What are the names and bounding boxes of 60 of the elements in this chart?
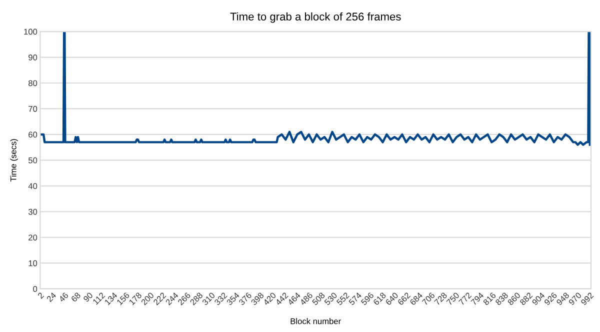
- x-tick-label: 486: [299, 292, 314, 306]
- x-tick-label: 574: [348, 292, 362, 306]
- x-tick-label: 354: [226, 292, 240, 306]
- chart-title: Time to grab a block of 256 frames: [230, 12, 401, 23]
- x-tick-label: 24: [46, 292, 57, 302]
- x-tick-label: 618: [372, 292, 386, 306]
- x-tick-label: 508: [312, 292, 326, 306]
- x-tick-label: 882: [519, 292, 533, 306]
- x-tick-label: 200: [140, 292, 154, 306]
- x-tick-label: 838: [494, 292, 508, 306]
- x-tick-label: 420: [262, 292, 276, 306]
- x-tick-label: 904: [532, 292, 546, 306]
- x-tick-label: 728: [434, 292, 448, 306]
- x-tick-label: 222: [152, 292, 166, 306]
- x-tick-label: 596: [360, 292, 374, 306]
- x-tick-label: 156: [116, 292, 130, 306]
- x-tick-label: 640: [385, 292, 399, 306]
- y-tick-label: 60: [28, 132, 38, 138]
- y-tick-label: 20: [28, 234, 38, 240]
- x-tick-label: 332: [214, 292, 228, 306]
- y-tick-label: 100: [24, 28, 38, 35]
- y-tick-label: 40: [28, 183, 38, 190]
- y-tick-label: 30: [28, 208, 38, 215]
- x-tick-label: 178: [128, 292, 142, 306]
- x-tick-label: 46: [58, 292, 69, 302]
- x-tick-label: 442: [274, 292, 288, 306]
- x-tick-label: 376: [238, 292, 252, 306]
- x-tick-label: 816: [482, 292, 496, 306]
- y-tick-label: 50: [28, 157, 38, 164]
- x-tick-label: 244: [165, 292, 179, 306]
- x-tick-label: 750: [446, 292, 460, 306]
- y-tick-label: 70: [28, 106, 38, 112]
- y-tick-label: 80: [28, 80, 38, 86]
- x-tick-label: 310: [202, 292, 216, 306]
- x-tick-label: 266: [177, 292, 191, 306]
- x-axis-title: Block number: [290, 318, 341, 324]
- x-tick-label: 464: [287, 292, 301, 306]
- x-tick-label: 68: [70, 292, 81, 302]
- x-tick-label: 552: [336, 292, 350, 306]
- y-tick-label: 0: [33, 286, 38, 292]
- y-tick-label: 90: [28, 54, 38, 60]
- x-tick-label: 926: [544, 292, 558, 306]
- x-tick-label: 662: [397, 292, 411, 306]
- x-tick-label: 2: [37, 292, 44, 299]
- x-tick-label: 288: [190, 292, 204, 306]
- x-tick-label: 992: [580, 292, 594, 306]
- x-tick-label: 112: [92, 292, 106, 305]
- x-tick-label: 970: [568, 292, 582, 306]
- y-axis-title: Time (secs): [10, 139, 18, 182]
- x-tick-label: 948: [556, 292, 570, 306]
- x-tick-label: 530: [324, 292, 338, 306]
- x-tick-label: 684: [410, 292, 424, 306]
- x-tick-label: 860: [507, 292, 521, 306]
- x-tick-label: 398: [250, 292, 264, 306]
- y-tick-label: 10: [28, 260, 38, 266]
- x-tick-label: 90: [82, 292, 94, 302]
- x-tick-label: 134: [104, 292, 118, 306]
- x-tick-label: 772: [458, 292, 472, 306]
- x-tick-label: 794: [470, 292, 484, 306]
- x-tick-label: 706: [422, 292, 436, 306]
